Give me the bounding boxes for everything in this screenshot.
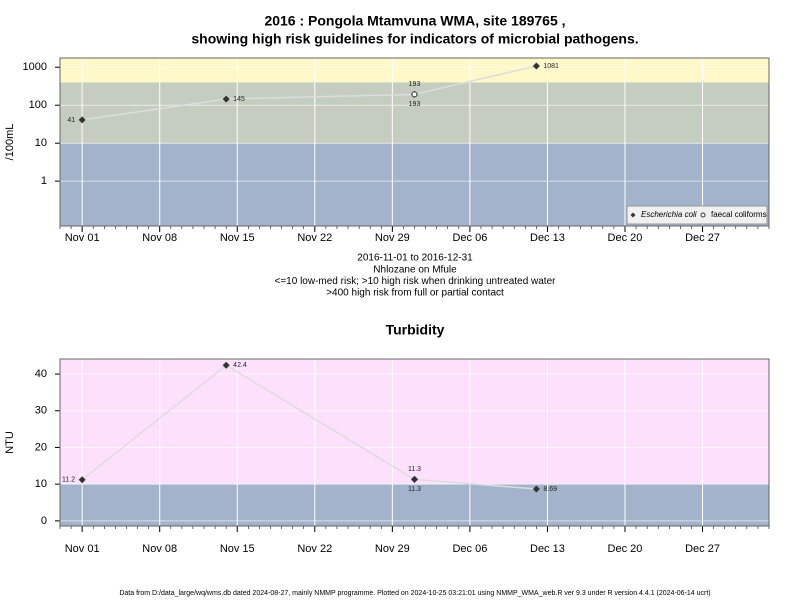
y-tick-label: 1000 bbox=[23, 61, 47, 73]
y-axis-label: NTU bbox=[4, 431, 16, 454]
data-label: 8.69 bbox=[543, 486, 557, 493]
y-tick-label: 30 bbox=[35, 405, 47, 417]
data-point bbox=[78, 476, 86, 484]
caption-line: >400 high risk from full or partial cont… bbox=[326, 288, 504, 299]
x-tick-label: Nov 15 bbox=[220, 232, 255, 244]
chart-title: Turbidity bbox=[386, 322, 445, 338]
y-tick-label: 40 bbox=[35, 368, 47, 380]
legend-label: faecal coliforms bbox=[711, 210, 767, 219]
data-point bbox=[411, 91, 418, 98]
data-point bbox=[532, 485, 540, 493]
data-point bbox=[411, 475, 418, 483]
data-line bbox=[82, 65, 537, 121]
data-label: 1081 bbox=[543, 63, 559, 70]
data-label: 11.3 bbox=[408, 466, 421, 473]
risk-band bbox=[60, 359, 769, 485]
data-label: 193 bbox=[409, 101, 421, 108]
x-tick-label: Nov 08 bbox=[142, 543, 177, 555]
legend-box bbox=[626, 205, 768, 225]
legend-marker bbox=[700, 212, 706, 218]
caption-line: Nhlozane on Mfule bbox=[373, 264, 457, 275]
data-label: 11.2 bbox=[62, 477, 75, 484]
x-tick-label: Nov 29 bbox=[375, 232, 410, 244]
data-label: 193 bbox=[409, 81, 421, 88]
risk-band bbox=[60, 58, 769, 83]
x-tick-label: Nov 22 bbox=[297, 232, 332, 244]
x-tick-label: Nov 01 bbox=[65, 232, 100, 244]
caption-line: <=10 low-med risk; >10 high risk when dr… bbox=[275, 276, 557, 287]
caption-line: 2016-11-01 to 2016-12-31 bbox=[357, 253, 473, 264]
data-label: 41 bbox=[67, 117, 75, 124]
x-tick-label: Dec 20 bbox=[608, 232, 643, 244]
y-tick-label: 20 bbox=[35, 441, 47, 453]
y-tick-label: 0 bbox=[41, 515, 47, 527]
risk-band bbox=[60, 484, 769, 526]
x-tick-label: Nov 08 bbox=[142, 232, 177, 244]
x-tick-label: Dec 13 bbox=[530, 232, 565, 244]
data-label: 42.4 bbox=[233, 362, 247, 369]
y-axis-label: /100mL bbox=[4, 124, 16, 161]
y-tick-label: 10 bbox=[35, 478, 47, 490]
data-point bbox=[532, 62, 540, 70]
plot-frame bbox=[59, 57, 770, 227]
data-point bbox=[222, 95, 230, 103]
x-tick-label: Dec 13 bbox=[530, 543, 565, 555]
y-tick-label: 10 bbox=[35, 137, 47, 149]
legend-marker bbox=[630, 212, 636, 218]
data-label: 11.3 bbox=[408, 486, 421, 493]
data-point bbox=[78, 116, 86, 124]
x-tick-label: Nov 22 bbox=[297, 543, 332, 555]
x-tick-label: Dec 06 bbox=[452, 543, 487, 555]
x-tick-label: Nov 15 bbox=[220, 543, 255, 555]
x-tick-label: Nov 29 bbox=[375, 543, 410, 555]
chart-title: showing high risk guidelines for indicat… bbox=[191, 31, 638, 47]
x-tick-label: Dec 27 bbox=[685, 543, 720, 555]
x-tick-label: Dec 20 bbox=[608, 543, 643, 555]
footer: Data from D:/data_large/wq/wms.db dated … bbox=[119, 590, 710, 597]
x-tick-label: Nov 01 bbox=[65, 543, 100, 555]
x-tick-label: Dec 27 bbox=[685, 232, 720, 244]
data-point bbox=[222, 361, 230, 369]
data-line bbox=[81, 364, 537, 490]
x-tick-label: Dec 06 bbox=[452, 232, 487, 244]
legend-label: Escherichia coli bbox=[641, 210, 697, 219]
data-label: 145 bbox=[233, 96, 245, 103]
y-tick-label: 1 bbox=[41, 175, 47, 187]
chart-title: 2016 : Pongola Mtamvuna WMA, site 189765… bbox=[264, 13, 565, 29]
plot-frame bbox=[59, 358, 770, 527]
y-tick-label: 100 bbox=[29, 99, 47, 111]
